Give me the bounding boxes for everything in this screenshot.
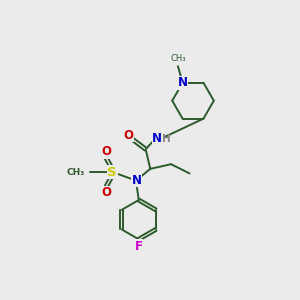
Text: O: O: [101, 146, 111, 158]
Text: O: O: [123, 129, 133, 142]
Text: N: N: [178, 76, 188, 89]
Text: O: O: [101, 186, 111, 199]
Text: F: F: [135, 240, 143, 253]
Text: CH₃: CH₃: [67, 168, 85, 177]
Text: H: H: [162, 134, 171, 144]
Text: CH₃: CH₃: [170, 54, 186, 63]
Text: N: N: [131, 174, 141, 187]
Text: S: S: [107, 166, 117, 179]
Text: N: N: [152, 132, 162, 145]
